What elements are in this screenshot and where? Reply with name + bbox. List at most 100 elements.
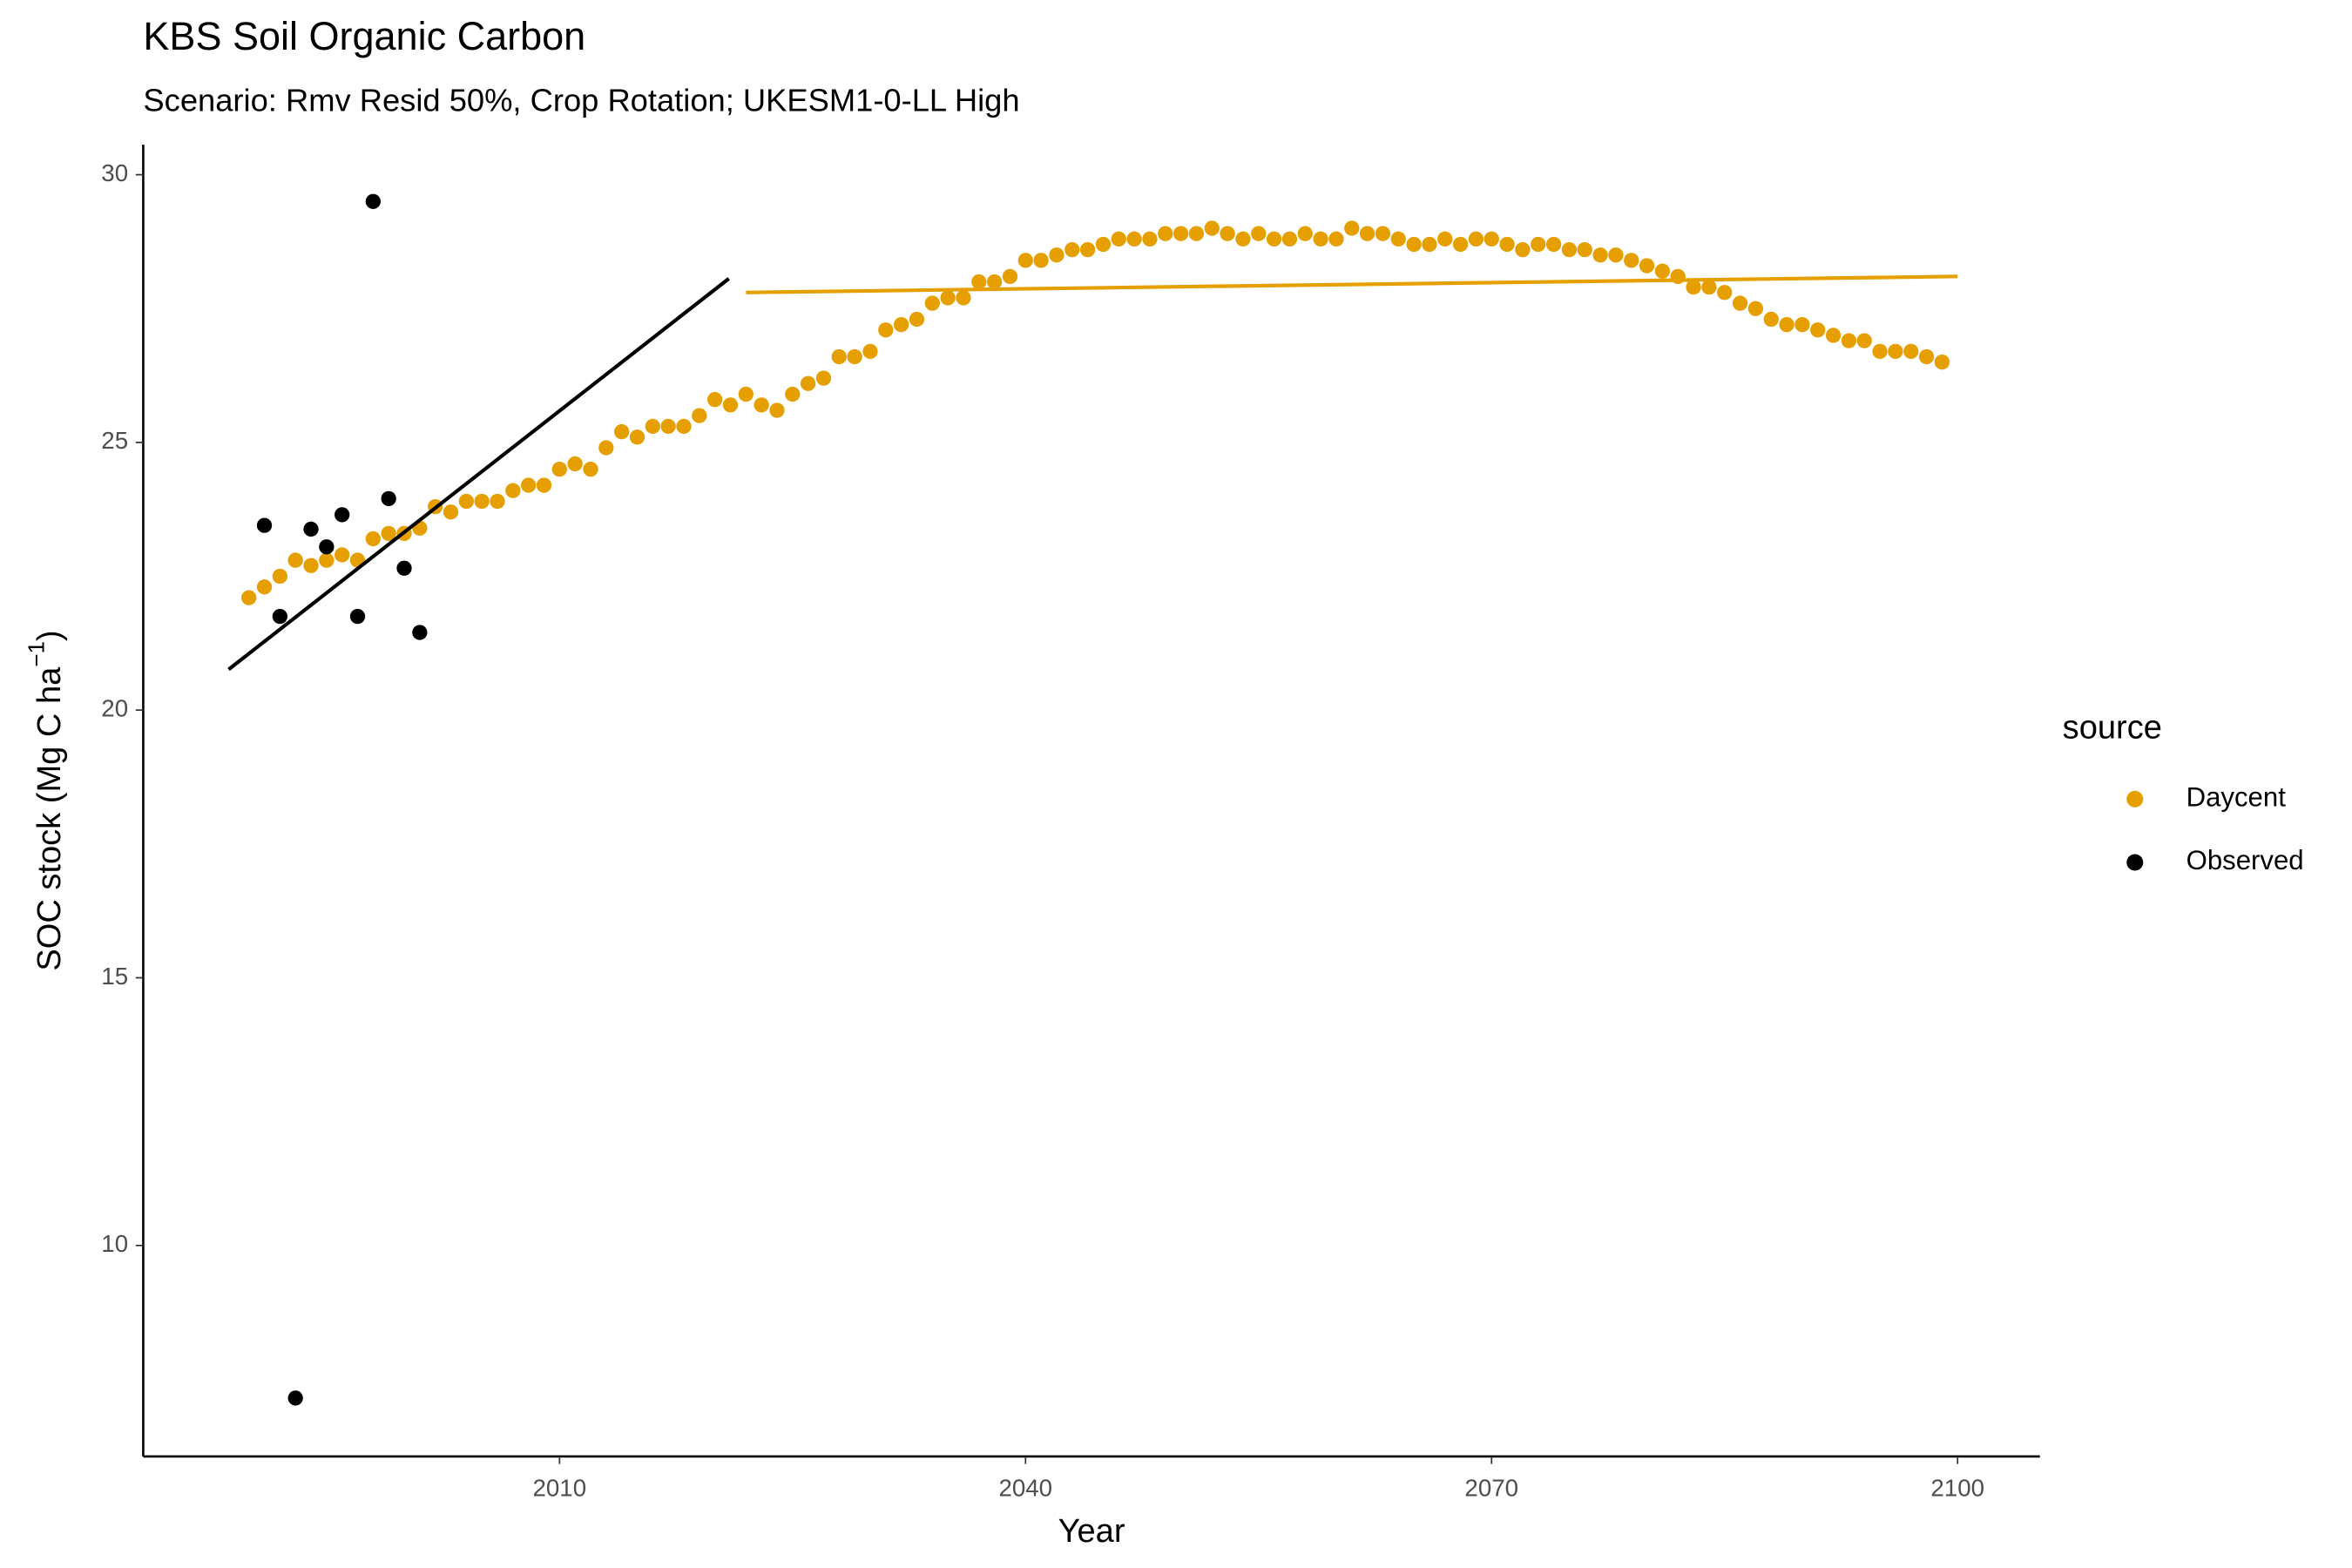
chart-title: KBS Soil Organic Carbon: [143, 14, 585, 58]
data-point: [381, 525, 396, 542]
data-point: [1577, 241, 1592, 258]
data-point: [1266, 231, 1282, 247]
data-point: [1639, 258, 1655, 274]
data-point: [365, 531, 381, 547]
data-point: [1841, 333, 1857, 348]
data-point: [1686, 279, 1701, 295]
data-point: [349, 608, 366, 625]
data-point: [1701, 279, 1717, 295]
data-point: [1437, 231, 1453, 247]
data-point: [598, 440, 614, 456]
data-point: [319, 552, 335, 568]
data-point: [706, 392, 723, 408]
y-tick-label: 25: [101, 427, 128, 454]
data-point: [1359, 226, 1375, 241]
data-point: [490, 493, 505, 510]
data-point: [924, 295, 940, 311]
data-point: [1049, 247, 1064, 263]
y-tick-label: 20: [101, 694, 128, 721]
data-point: [1328, 231, 1344, 247]
data-point: [831, 348, 847, 365]
data-point: [287, 552, 303, 568]
data-point: [1515, 241, 1531, 258]
data-point: [1717, 285, 1733, 301]
legend-marker: [2126, 790, 2144, 808]
data-point: [1918, 348, 1935, 365]
data-point: [1561, 241, 1578, 258]
data-point: [521, 477, 537, 493]
data-point: [303, 521, 319, 537]
data-point: [1872, 343, 1888, 360]
x-tick-label: 2070: [1464, 1474, 1518, 1501]
data-point: [1251, 226, 1267, 241]
data-point: [1142, 231, 1158, 247]
data-point: [551, 461, 567, 477]
data-point: [1747, 301, 1764, 316]
data-point: [1422, 236, 1437, 253]
data-point: [241, 590, 257, 605]
data-point: [412, 625, 428, 640]
data-point: [1763, 311, 1779, 328]
data-point: [303, 558, 319, 573]
data-point: [660, 418, 676, 435]
chart-subtitle: Scenario: Rmv Resid 50%, Crop Rotation; …: [143, 82, 1019, 118]
data-point: [1313, 231, 1328, 247]
trend-line: [227, 277, 730, 672]
data-point: [287, 1390, 303, 1406]
data-point: [1624, 253, 1639, 268]
data-point: [956, 290, 971, 306]
data-point: [583, 461, 598, 477]
data-point: [335, 547, 350, 563]
data-point: [1064, 241, 1080, 258]
data-point: [1204, 220, 1220, 236]
data-point: [474, 493, 490, 510]
data-point: [1390, 231, 1406, 247]
data-point: [1220, 226, 1235, 241]
data-point: [1344, 220, 1360, 236]
data-point: [676, 418, 692, 435]
data-point: [1017, 253, 1033, 268]
y-tick-label: 10: [101, 1230, 128, 1257]
data-point: [1888, 343, 1903, 360]
x-axis-title: Year: [1058, 1513, 1125, 1550]
data-point: [1732, 295, 1748, 311]
data-point: [381, 490, 396, 507]
data-point: [909, 311, 925, 328]
data-point: [1297, 226, 1313, 241]
data-point: [536, 477, 552, 493]
data-point: [256, 579, 273, 595]
data-point: [1235, 231, 1251, 247]
data-point: [1779, 317, 1794, 333]
data-point: [940, 290, 956, 306]
legend-label: Daycent: [2186, 782, 2287, 813]
y-axis-title-superscript: −1: [23, 641, 49, 667]
x-tick-label: 2040: [998, 1474, 1052, 1501]
data-point: [1126, 231, 1142, 247]
data-point: [815, 370, 832, 386]
y-tick-label: 15: [101, 963, 128, 990]
x-tick-label: 2100: [1930, 1474, 1984, 1501]
data-point: [1033, 253, 1049, 268]
data-point: [272, 608, 287, 625]
data-point: [272, 568, 287, 585]
data-point: [1002, 268, 1018, 284]
data-point: [256, 517, 273, 533]
legend-marker: [2126, 854, 2144, 871]
data-point: [1608, 247, 1624, 263]
data-point: [505, 483, 521, 498]
data-point: [1531, 236, 1546, 253]
y-tick-label: 30: [101, 159, 128, 186]
data-point: [1158, 226, 1173, 241]
data-point: [1934, 355, 1950, 370]
data-point: [1173, 226, 1189, 241]
data-point: [319, 539, 335, 555]
trend-line: [746, 274, 1958, 294]
data-point: [396, 560, 412, 576]
legend-label: Observed: [2186, 845, 2304, 875]
y-axis-title-text: SOC stock (Mg C ha: [31, 666, 68, 971]
data-point: [754, 397, 769, 413]
data-point: [878, 322, 894, 338]
data-point: [458, 493, 474, 510]
